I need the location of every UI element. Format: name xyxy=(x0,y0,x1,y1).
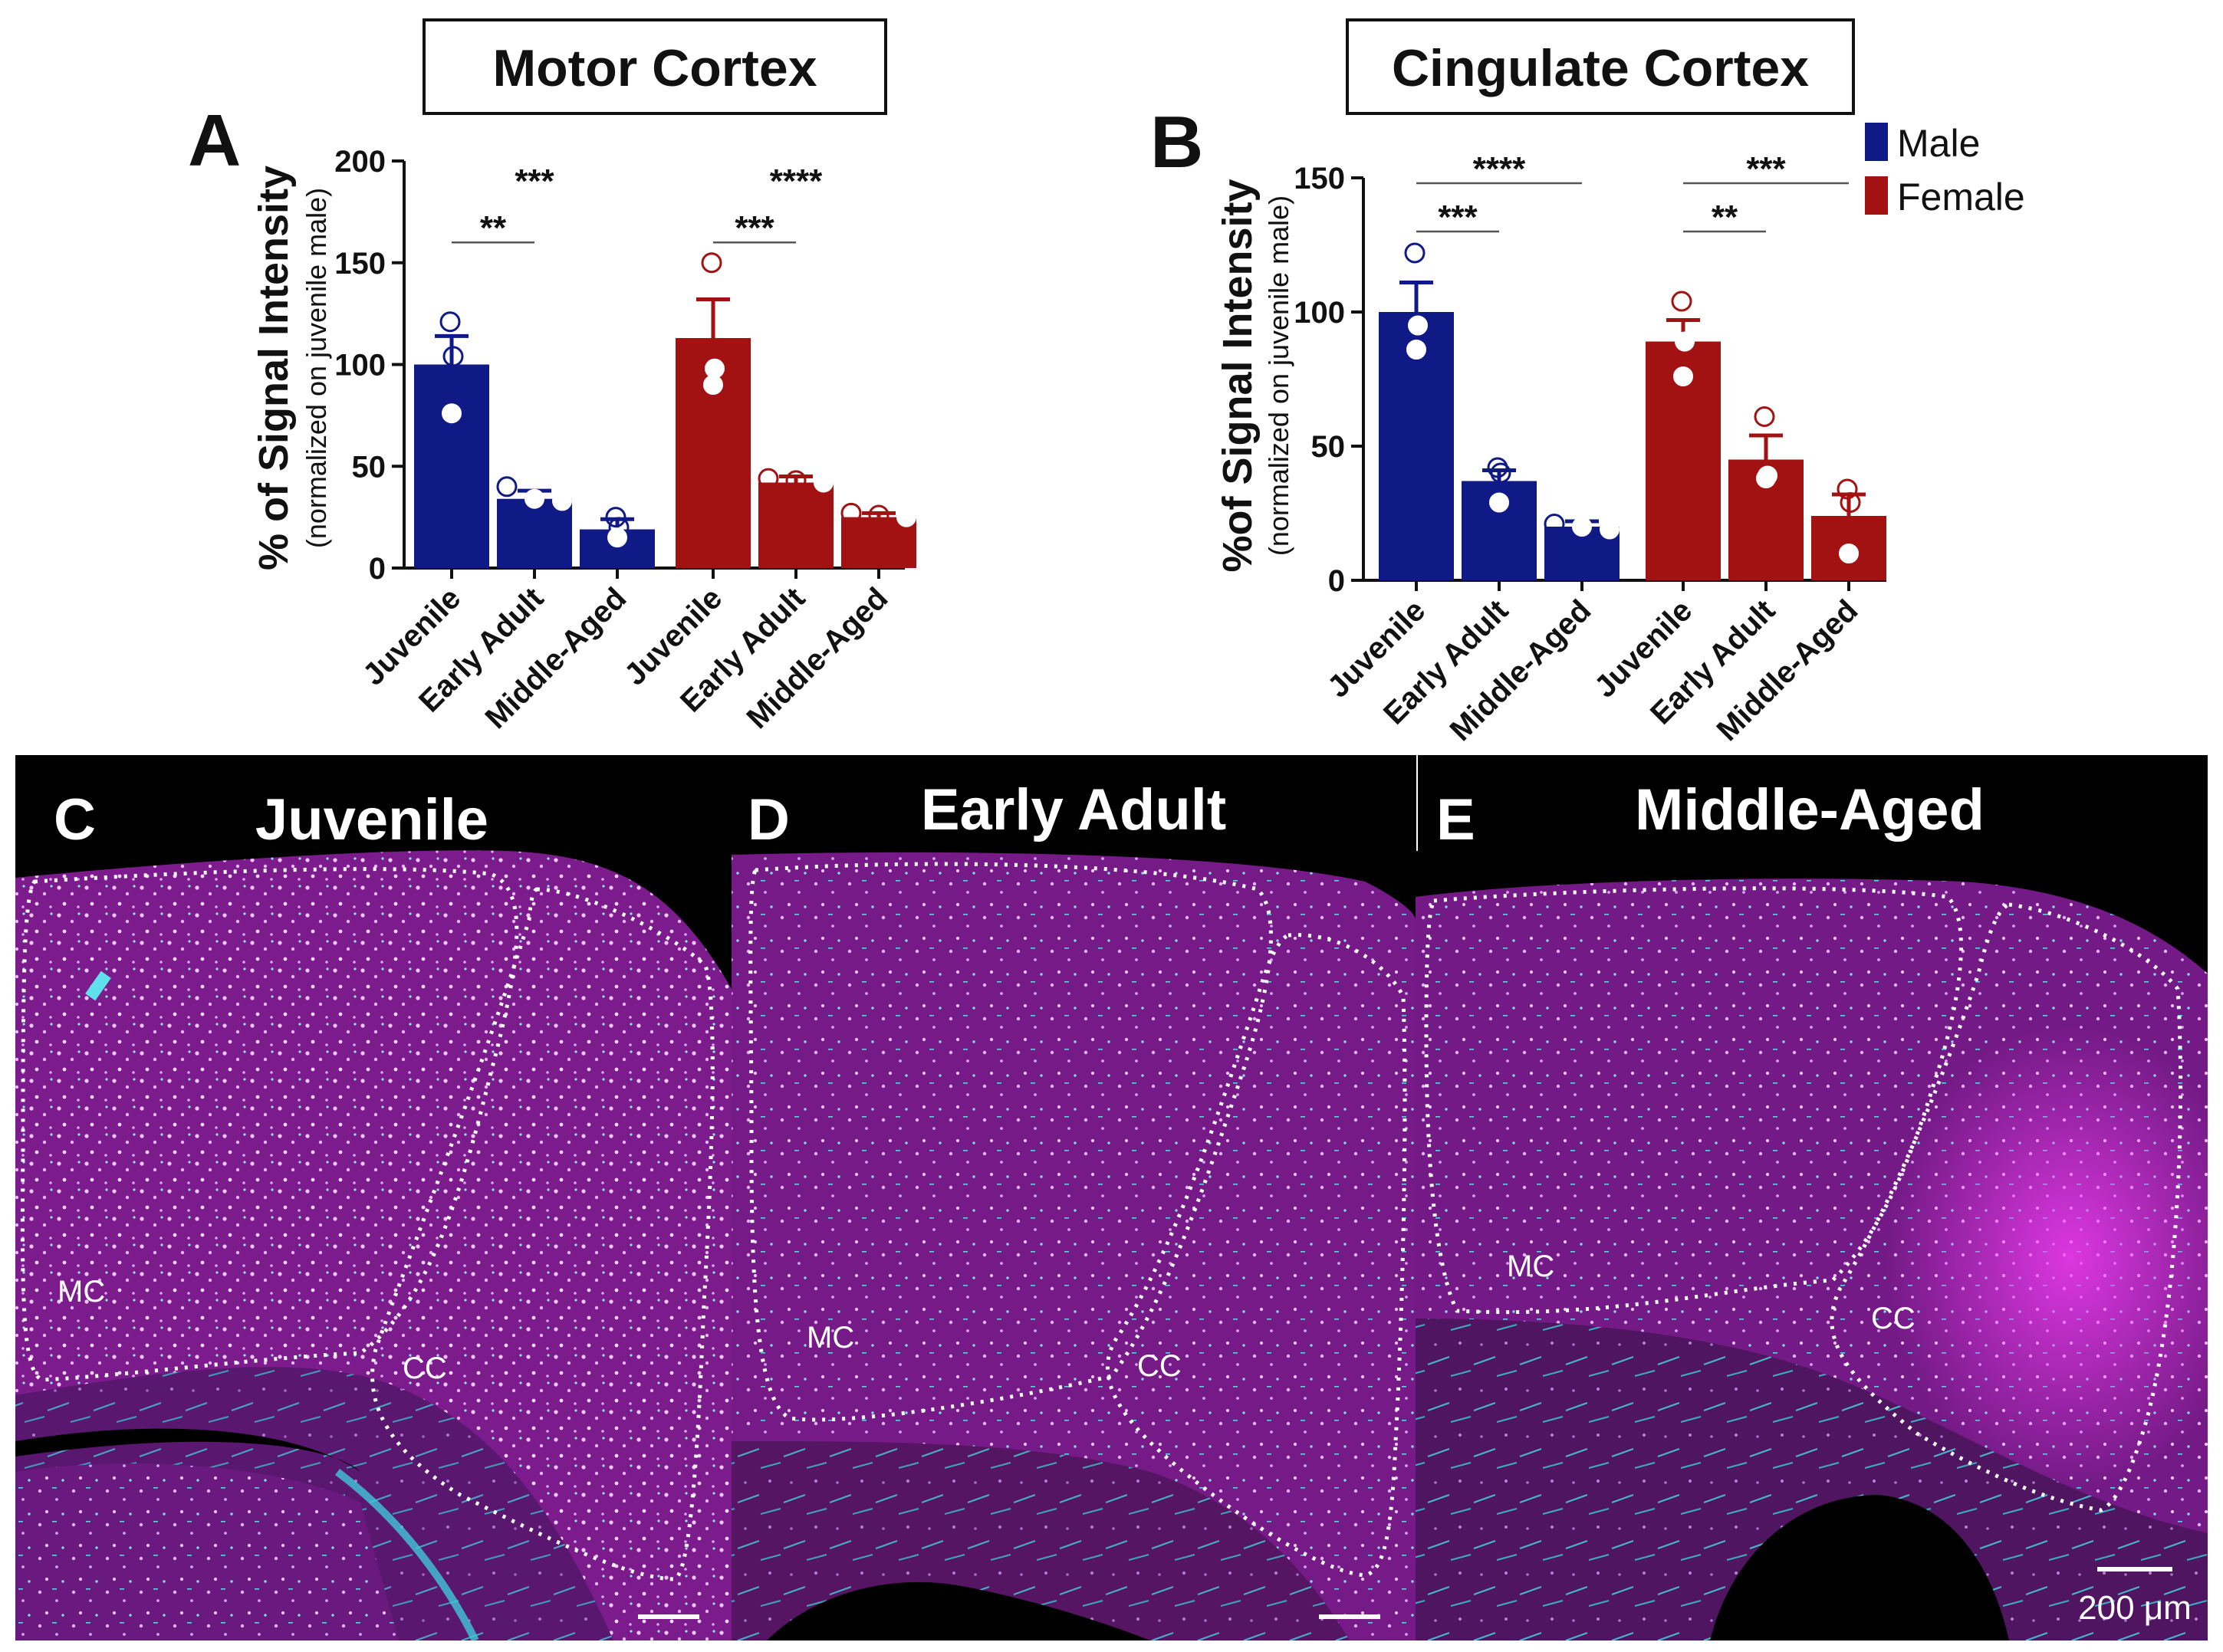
chart-b-y-tick-label: 150 xyxy=(1294,162,1345,195)
chart-a-heading-box xyxy=(423,18,887,115)
chart-a-data-point xyxy=(496,476,518,498)
legend-male-label: Male xyxy=(1897,122,1980,165)
scale-bar-label: 200 μm xyxy=(2078,1589,2192,1627)
chart-a-y-tick-label: 100 xyxy=(334,349,386,383)
micrograph-d-cc-label: CC xyxy=(1137,1349,1182,1383)
chart-b-category-label: Middle-Aged xyxy=(1711,593,1865,747)
chart-a-data-point xyxy=(442,403,462,424)
chart-a-bar xyxy=(758,482,834,568)
chart-b-significance-stars: **** xyxy=(1473,150,1526,188)
micrograph-e xyxy=(1416,879,2208,1641)
chart-b-data-point xyxy=(1837,478,1858,500)
chart-a-data-point xyxy=(439,311,461,333)
micrograph-c-scale-bar xyxy=(638,1614,699,1619)
chart-a-data-point xyxy=(701,252,722,274)
chart-b-significance-stars: *** xyxy=(1438,199,1478,236)
chart-b-y-axis-title: %of Signal Intensity xyxy=(1215,179,1261,572)
chart-a-y-tick-label: 200 xyxy=(334,145,386,179)
chart-a-significance-stars: **** xyxy=(770,163,823,200)
chart-b-data-point xyxy=(1671,291,1692,312)
legend-female-swatch xyxy=(1865,176,1888,215)
chart-b-data-point xyxy=(1406,340,1426,360)
chart-b-data-point xyxy=(1600,519,1620,540)
micrograph-c-cc-outline xyxy=(370,887,715,1581)
micrograph-panels: C Juvenile MC CC D Early Adult MC CC xyxy=(15,755,2208,1641)
chart-b-data-point xyxy=(1675,331,1695,352)
chart-a-y-axis-subtitle: (normalized on juvenile male) xyxy=(301,188,332,548)
chart-a-data-point xyxy=(840,502,862,524)
micrograph-e-letter: E xyxy=(1436,787,1475,852)
micrograph-e-scale-bar xyxy=(2097,1567,2172,1572)
chart-b-data-point xyxy=(1754,406,1775,427)
chart-a-significance-stars: ** xyxy=(480,209,507,247)
chart-a-y-axis-title: % of Signal Intensity xyxy=(251,166,297,570)
chart-a-data-point xyxy=(552,491,572,511)
chart-b-data-point xyxy=(1408,315,1428,336)
chart-a-data-point xyxy=(525,488,544,509)
micrograph-e-mc-label: MC xyxy=(1507,1250,1554,1283)
chart-b-category-label: Middle-Aged xyxy=(1444,593,1598,747)
chart-b: Cingulate Cortex B %of Signal Intensity … xyxy=(1150,18,1886,747)
legend-male-swatch xyxy=(1865,123,1888,161)
chart-b-data-point xyxy=(1572,517,1592,537)
chart-b-panel-letter: B xyxy=(1150,101,1203,183)
chart-b-data-point xyxy=(1490,462,1511,484)
chart-a-data-point xyxy=(785,470,807,491)
chart-b-y-tick-label: 100 xyxy=(1294,296,1345,330)
micrograph-d-mc-outline xyxy=(748,862,1273,1422)
micrograph-d-title: Early Adult xyxy=(921,777,1226,842)
chart-a-y-tick-label: 50 xyxy=(352,450,386,484)
chart-b-y-tick-label: 0 xyxy=(1328,564,1345,598)
micrograph-c-title: Juvenile xyxy=(255,787,488,852)
micrograph-c-mc-label: MC xyxy=(58,1275,105,1309)
chart-a-panel-letter: A xyxy=(188,100,241,182)
chart-b-data-point xyxy=(1673,366,1693,386)
chart-a-data-point xyxy=(896,507,916,527)
chart-b-significance-stars: *** xyxy=(1746,150,1786,188)
chart-a-significance-stars: *** xyxy=(515,163,554,200)
chart-a-significance-stars: *** xyxy=(735,209,774,247)
chart-a-data-point xyxy=(703,375,723,396)
micrograph-e-title: Middle-Aged xyxy=(1635,777,1985,842)
chart-b-heading-box xyxy=(1346,18,1855,115)
chart-a-heading: Motor Cortex xyxy=(492,39,817,97)
chart-a-data-point xyxy=(605,507,626,528)
chart-b-data-point xyxy=(1544,514,1565,534)
micrograph-c-mc-outline xyxy=(20,867,519,1382)
legend: Male Female xyxy=(1865,122,2025,218)
chart-a-data-point xyxy=(442,346,464,367)
micrograph-d-scale-bar xyxy=(1319,1614,1380,1619)
micrograph-c-cc-label: CC xyxy=(403,1351,447,1385)
chart-a-data-point xyxy=(868,504,890,526)
chart-b-data-point xyxy=(1839,544,1859,563)
micrograph-d-letter: D xyxy=(748,787,790,852)
chart-b-significance-stars: ** xyxy=(1712,199,1738,236)
chart-a-category-label: Middle-Aged xyxy=(741,581,895,735)
micrograph-d-mc-label: MC xyxy=(807,1321,854,1355)
chart-b-data-point xyxy=(1404,242,1426,264)
chart-a-y-tick-label: 0 xyxy=(369,552,386,586)
chart-b-data-point xyxy=(1756,468,1776,488)
micrograph-d xyxy=(732,852,1416,1641)
micrograph-c-letter: C xyxy=(54,787,96,852)
chart-a-y-tick-label: 150 xyxy=(334,247,386,281)
chart-a-category-label: Middle-Aged xyxy=(479,581,633,735)
legend-female-label: Female xyxy=(1897,176,2025,218)
chart-b-y-axis-subtitle: (normalized on juvenile male) xyxy=(1263,195,1294,556)
chart-b-y-tick-label: 50 xyxy=(1311,430,1346,464)
chart-a-bar xyxy=(414,364,489,568)
chart-a-data-point xyxy=(607,527,627,548)
micrograph-c xyxy=(15,850,732,1641)
chart-b-data-point xyxy=(1840,492,1861,513)
chart-b-data-point xyxy=(1489,492,1509,513)
chart-a: Motor Cortex A % of Signal Intensity (no… xyxy=(188,18,916,735)
chart-b-heading: Cingulate Cortex xyxy=(1392,39,1809,97)
chart-a-data-point xyxy=(758,468,779,489)
chart-a-data-point xyxy=(814,472,834,493)
micrograph-e-cc-label: CC xyxy=(1871,1302,1916,1335)
